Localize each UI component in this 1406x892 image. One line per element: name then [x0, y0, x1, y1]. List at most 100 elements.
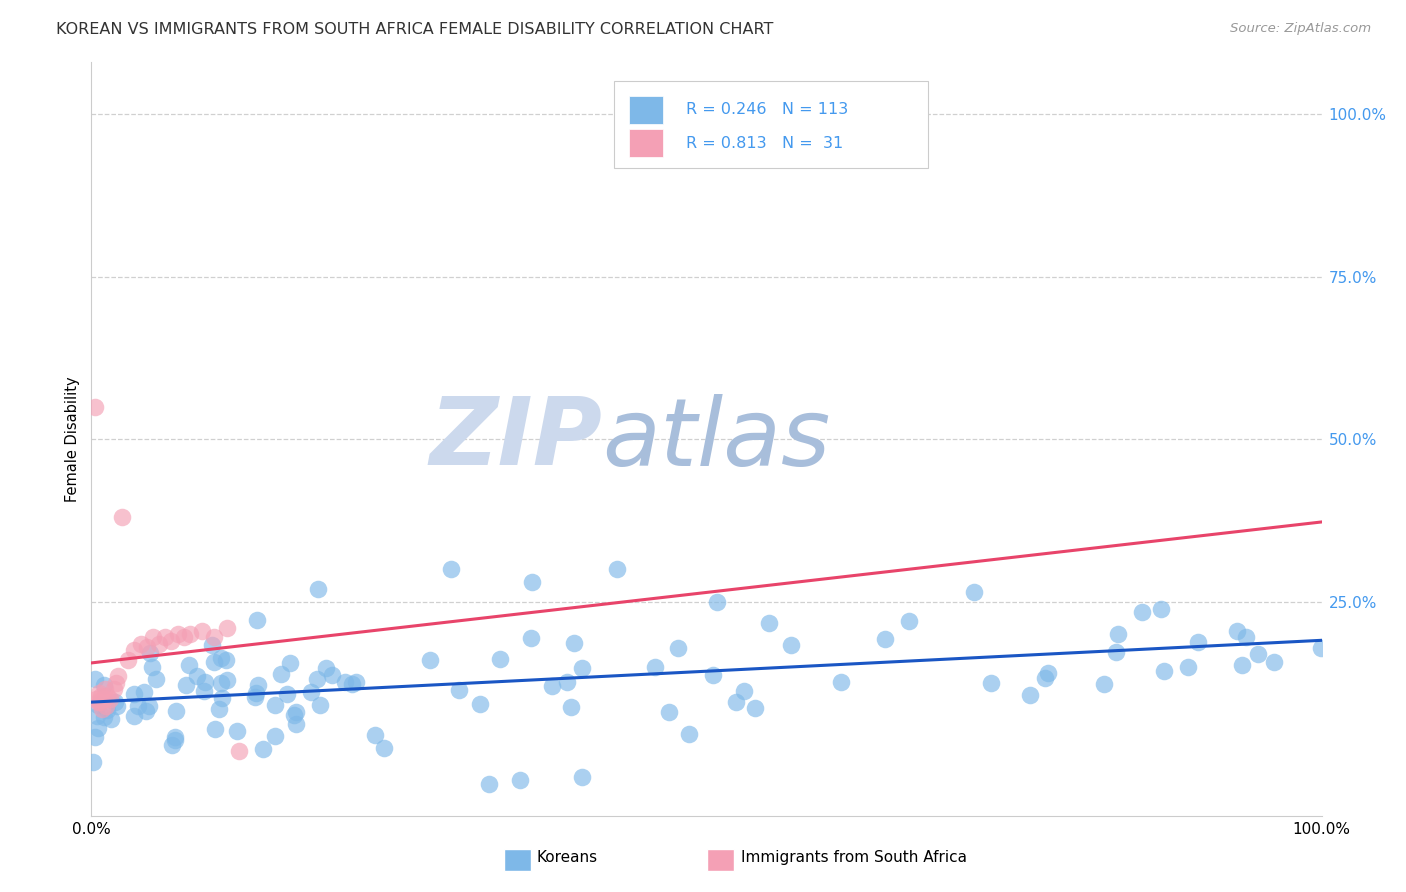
Point [571, 661, 593, 675]
Point [419, 653, 441, 667]
Point [142, 631, 165, 645]
Point [209, 651, 232, 665]
Point [1226, 624, 1249, 639]
Point [898, 614, 921, 628]
Point [139, 646, 162, 660]
FancyBboxPatch shape [628, 95, 664, 124]
Point [87, 721, 110, 735]
Point [980, 676, 1002, 690]
Point [138, 698, 160, 713]
Point [305, 673, 328, 687]
Point [83, 730, 105, 744]
FancyBboxPatch shape [706, 848, 734, 871]
Point [104, 695, 127, 709]
Point [94, 682, 117, 697]
Point [86, 708, 108, 723]
Point [246, 613, 269, 627]
Point [165, 704, 187, 718]
Text: Source: ZipAtlas.com: Source: ZipAtlas.com [1230, 22, 1371, 36]
Point [141, 660, 163, 674]
Point [215, 621, 238, 635]
Point [283, 708, 305, 723]
Point [706, 595, 728, 609]
Point [201, 638, 224, 652]
Point [145, 672, 167, 686]
Point [87, 686, 110, 700]
Point [96, 689, 118, 703]
Point [1187, 635, 1209, 649]
FancyBboxPatch shape [614, 81, 928, 168]
Text: ZIP: ZIP [429, 393, 602, 485]
Text: Koreans: Koreans [537, 850, 598, 865]
Point [1263, 655, 1285, 669]
Point [264, 698, 287, 712]
Point [186, 669, 208, 683]
Point [439, 562, 461, 576]
Point [344, 674, 367, 689]
Point [90, 689, 112, 703]
Point [96, 703, 118, 717]
Point [1230, 657, 1253, 672]
Point [127, 699, 149, 714]
Point [875, 632, 897, 647]
Point [333, 675, 356, 690]
Y-axis label: Female Disability: Female Disability [65, 376, 80, 502]
Point [129, 637, 152, 651]
Point [1107, 626, 1129, 640]
Point [470, 698, 492, 712]
Point [191, 624, 214, 638]
Point [555, 674, 578, 689]
Point [93, 692, 115, 706]
Point [1153, 664, 1175, 678]
Text: atlas: atlas [602, 393, 830, 485]
Point [606, 562, 628, 576]
Point [488, 652, 510, 666]
Point [1038, 665, 1060, 680]
Point [373, 741, 395, 756]
Point [315, 661, 337, 675]
Point [226, 723, 249, 738]
Point [245, 686, 267, 700]
Point [779, 638, 801, 652]
Point [270, 666, 292, 681]
Point [1130, 605, 1153, 619]
Point [364, 728, 387, 742]
Point [1234, 631, 1257, 645]
Point [560, 700, 582, 714]
Point [540, 679, 562, 693]
Point [215, 653, 238, 667]
Point [202, 631, 225, 645]
Point [284, 716, 307, 731]
Point [309, 698, 332, 712]
Point [176, 678, 198, 692]
Text: R = 0.813   N =  31: R = 0.813 N = 31 [686, 136, 842, 151]
Point [1105, 645, 1128, 659]
Point [744, 700, 766, 714]
Point [163, 731, 186, 745]
Point [247, 678, 270, 692]
Point [179, 627, 201, 641]
Point [84, 400, 107, 414]
Point [166, 627, 188, 641]
Point [105, 676, 127, 690]
Point [666, 641, 689, 656]
Text: Immigrants from South Africa: Immigrants from South Africa [741, 850, 967, 865]
Point [204, 722, 226, 736]
FancyBboxPatch shape [503, 848, 530, 871]
Point [148, 637, 170, 651]
Point [276, 687, 298, 701]
Point [447, 683, 470, 698]
Point [724, 695, 747, 709]
Point [520, 631, 543, 645]
Point [830, 675, 852, 690]
Point [278, 656, 301, 670]
Point [134, 685, 156, 699]
Point [1309, 640, 1331, 655]
Point [163, 732, 186, 747]
Point [86, 696, 108, 710]
Point [177, 657, 200, 672]
Point [153, 631, 177, 645]
Point [98, 692, 121, 706]
Point [209, 676, 232, 690]
Text: R = 0.246   N = 113: R = 0.246 N = 113 [686, 103, 848, 118]
